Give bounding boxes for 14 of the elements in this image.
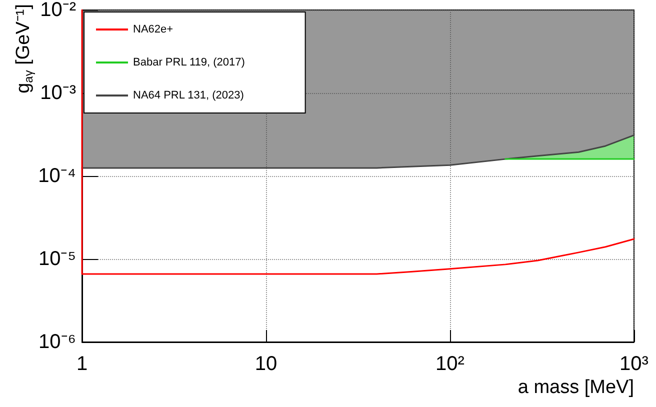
legend-label: NA64 PRL 131, (2023): [133, 90, 244, 102]
y-axis-title: gaγ [GeV⁻¹]: [13, 4, 36, 94]
x-axis-title: a mass [MeV]: [518, 377, 634, 398]
x-tick-label: 10²: [436, 353, 465, 375]
y-tick-label: 10⁻³: [40, 82, 76, 104]
legend-label: Babar PRL 119, (2017): [133, 56, 245, 68]
x-tick-label: 1: [76, 353, 88, 375]
y-tick-label: 10⁻⁴: [38, 165, 76, 187]
x-tick-label: 10: [254, 353, 278, 375]
y-tick-label: 10⁻⁶: [38, 331, 76, 353]
x-tick-label: 10³: [620, 353, 649, 375]
legend-label: NA62e+: [133, 24, 174, 36]
y-tick-label: 10⁻⁵: [38, 248, 76, 270]
y-tick-label: 10⁻²: [40, 0, 76, 21]
